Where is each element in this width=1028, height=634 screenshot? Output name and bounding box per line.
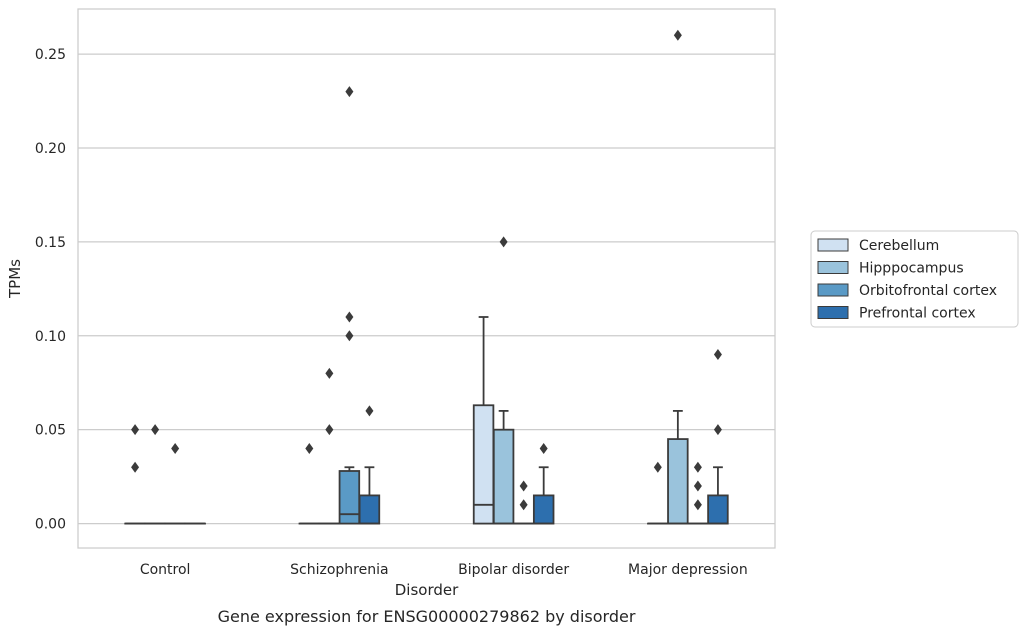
- outlier-point: [131, 461, 140, 473]
- y-tick-label: 0.10: [35, 329, 66, 345]
- outlier-point: [693, 461, 702, 473]
- legend-label: Cerebellum: [859, 238, 939, 254]
- y-axis-label: TPMs: [6, 259, 24, 299]
- outlier-point: [325, 367, 334, 379]
- outlier-point: [365, 405, 374, 417]
- y-tick-label: 0.00: [35, 517, 66, 533]
- outlier-point: [673, 29, 682, 41]
- legend-swatch: [817, 306, 849, 319]
- box-0-0: [124, 424, 146, 525]
- box-2-2: [512, 480, 535, 525]
- legend-box: [810, 230, 1019, 328]
- legend-label: Hipppocampus: [859, 261, 964, 277]
- chart-caption: Gene expression for ENSG00000279862 by d…: [218, 607, 636, 626]
- outlier-point: [131, 424, 140, 436]
- box-2-1: [492, 236, 515, 525]
- x-tick-label: Bipolar disorder: [458, 562, 569, 578]
- outlier-point: [713, 349, 722, 361]
- box-1-3: [358, 405, 381, 525]
- box-2-0: [472, 316, 495, 525]
- outlier-point: [653, 461, 662, 473]
- box-0-1: [144, 424, 166, 525]
- legend-swatch: [817, 283, 849, 297]
- outlier-point: [345, 330, 354, 342]
- y-tick-label: 0.25: [35, 47, 66, 63]
- box-iqr: [358, 494, 381, 525]
- box-3-2: [687, 461, 709, 525]
- box-3-0: [647, 461, 669, 525]
- legend-label: Prefrontal cortex: [859, 306, 976, 322]
- outlier-point: [539, 442, 548, 454]
- outlier-point: [713, 424, 722, 436]
- box-3-3: [707, 349, 729, 525]
- legend-label: Orbitofrontal cortex: [859, 283, 997, 299]
- box-iqr: [338, 470, 361, 525]
- y-tick-label: 0.20: [35, 141, 66, 157]
- box-iqr: [532, 494, 555, 525]
- box-iqr: [472, 404, 495, 525]
- outlier-point: [693, 480, 702, 492]
- y-tick-label: 0.15: [35, 235, 66, 251]
- box-1-0: [298, 442, 321, 525]
- outlier-point: [499, 236, 508, 248]
- outlier-point: [345, 311, 354, 323]
- outlier-point: [519, 480, 528, 492]
- outlier-point: [693, 499, 702, 511]
- box-1-2: [338, 86, 361, 525]
- box-iqr: [492, 428, 515, 525]
- outlier-point: [151, 424, 160, 436]
- legend-swatch: [817, 238, 849, 252]
- legend: Cerebellum Hipppocampus Orbitofrontal cort…: [810, 230, 1019, 328]
- box-3-1: [667, 29, 689, 525]
- box-iqr: [707, 494, 729, 525]
- tick-labels: 0.00 0.05 0.10 0.15 0.20 0.25 Control Schizophr…: [35, 47, 748, 578]
- plot-area-frame: [77, 8, 776, 549]
- outlier-point: [325, 424, 334, 436]
- outlier-point: [345, 86, 354, 98]
- x-axis-label: Disorder: [395, 581, 459, 599]
- box-layer: [124, 29, 729, 525]
- y-tick-label: 0.05: [35, 423, 66, 439]
- box-0-2: [164, 442, 186, 525]
- outlier-point: [519, 499, 528, 511]
- x-tick-label: Major depression: [628, 562, 748, 578]
- box-iqr: [667, 438, 689, 525]
- x-tick-label: Control: [140, 562, 191, 578]
- outlier-point: [305, 442, 314, 454]
- x-tick-label: Schizophrenia: [290, 562, 388, 578]
- box-1-1: [318, 367, 341, 525]
- legend-swatch: [817, 261, 849, 274]
- outlier-point: [171, 442, 180, 454]
- box-2-3: [532, 442, 555, 525]
